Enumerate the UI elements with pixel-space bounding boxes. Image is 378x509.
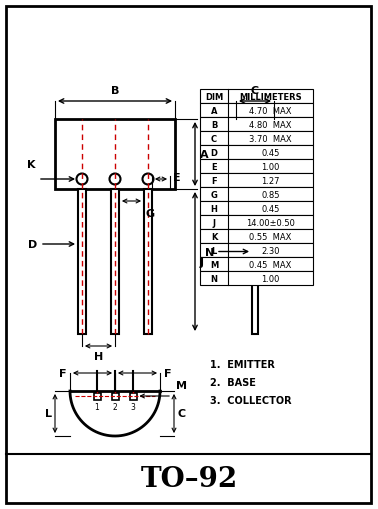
Text: 3.  COLLECTOR: 3. COLLECTOR [210,395,291,405]
Text: 2.  BASE: 2. BASE [210,377,256,387]
Text: N: N [205,247,214,257]
Bar [200,90,313,104]
Text: F: F [59,369,66,378]
Bar [112,393,118,400]
Text: M: M [176,380,187,390]
Text: H: H [94,351,103,361]
Text: 4.80  MAX: 4.80 MAX [249,120,292,129]
Text: N: N [211,274,217,283]
Text: MILLIMETERS: MILLIMETERS [239,92,302,101]
Bar [200,216,313,230]
Text: J: J [200,257,204,267]
Text: K: K [211,232,217,241]
Bar [78,190,86,334]
Bar [252,190,258,334]
Bar [200,118,313,132]
Text: 14.00±0.50: 14.00±0.50 [246,218,295,227]
Bar [55,120,175,190]
Bar [200,160,313,174]
Text: L: L [45,409,52,419]
Text: 3.70  MAX: 3.70 MAX [249,134,292,143]
Bar [200,188,313,202]
Circle shape [76,174,87,185]
Text: DIM: DIM [205,92,223,101]
Text: 1: 1 [94,402,99,411]
Text: D: D [211,148,217,157]
Text: 1.  EMITTER: 1. EMITTER [210,359,275,369]
Text: M: M [210,260,218,269]
Bar [200,258,313,271]
Text: K: K [26,160,35,169]
Text: 0.45: 0.45 [261,204,280,213]
Bar [200,243,313,258]
Bar [236,120,274,190]
Text: A: A [200,150,209,160]
Text: L: L [211,246,217,255]
Bar [144,190,152,334]
Text: C: C [177,409,185,419]
Bar [200,202,313,216]
Text: 4.70  MAX: 4.70 MAX [249,106,292,115]
Bar [200,230,313,243]
Bar [200,174,313,188]
Text: 2.30: 2.30 [261,246,280,255]
Text: A: A [211,106,217,115]
Text: 0.55  MAX: 0.55 MAX [249,232,292,241]
Text: F: F [164,369,172,378]
Text: TO–92: TO–92 [140,466,238,493]
Text: G: G [211,190,217,199]
Text: 0.85: 0.85 [261,190,280,199]
Text: D: D [28,240,37,249]
Text: F: F [211,176,217,185]
Bar [200,104,313,118]
Bar [200,271,313,286]
Text: 2: 2 [113,402,118,411]
Text: H: H [211,204,217,213]
Bar [111,190,119,334]
Text: 0.45: 0.45 [261,148,280,157]
Text: 1.00: 1.00 [261,162,280,171]
Circle shape [110,174,121,185]
Text: G: G [146,209,155,218]
Bar [93,393,101,400]
Text: B: B [211,120,217,129]
Text: C: C [211,134,217,143]
Circle shape [143,174,153,185]
Text: E: E [173,173,181,183]
Text: 3: 3 [130,402,135,411]
Text: 0.45  MAX: 0.45 MAX [249,260,292,269]
Text: B: B [111,86,119,96]
Text: 1.00: 1.00 [261,274,280,283]
Text: C: C [251,86,259,96]
Text: 1.27: 1.27 [261,176,280,185]
Bar [200,132,313,146]
Bar [130,393,136,400]
Text: J: J [212,218,215,227]
Text: E: E [211,162,217,171]
Bar [200,146,313,160]
